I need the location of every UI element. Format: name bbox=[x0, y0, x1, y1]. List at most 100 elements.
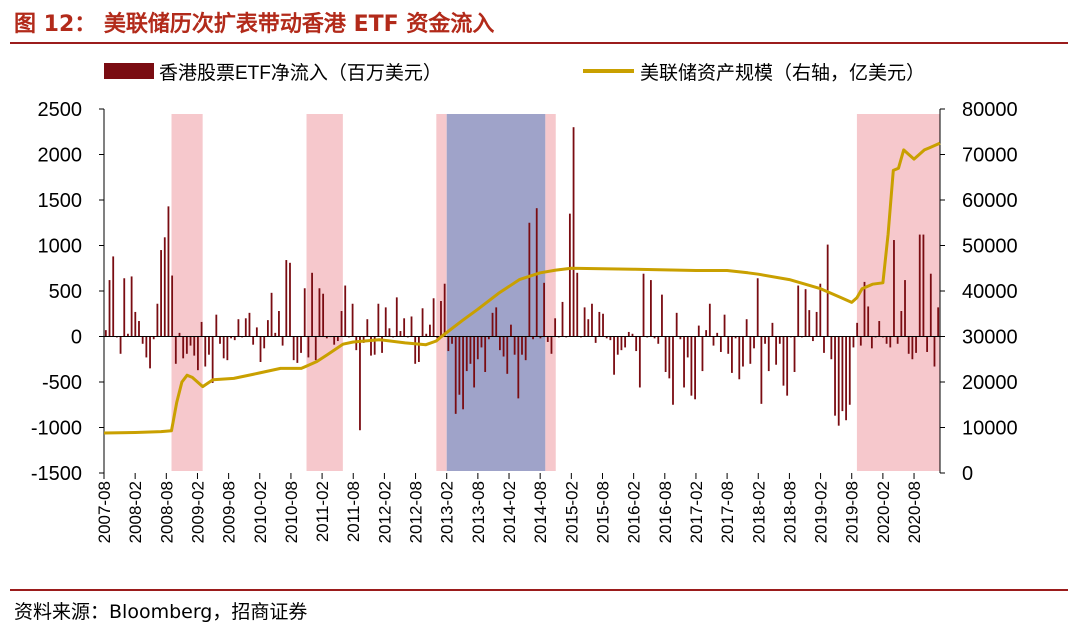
flow-bar bbox=[808, 310, 811, 337]
flow-bar bbox=[749, 336, 752, 364]
flow-bar bbox=[819, 283, 822, 337]
flow-bar bbox=[491, 312, 494, 337]
right-tick-label: 60000 bbox=[962, 190, 1018, 212]
x-tick-label: 2013-08 bbox=[469, 481, 488, 543]
right-tick-label: 40000 bbox=[962, 281, 1018, 303]
flow-bar bbox=[756, 278, 759, 337]
x-tick-label: 2020-02 bbox=[874, 481, 893, 543]
flow-bar bbox=[138, 321, 140, 337]
flow-bar bbox=[123, 278, 126, 337]
flow-bar bbox=[893, 240, 895, 337]
legend-label-bar: 香港股票ETF净流入（百万美元） bbox=[159, 62, 442, 84]
flow-bar bbox=[112, 256, 115, 337]
flow-bar bbox=[259, 336, 262, 362]
flow-bar bbox=[399, 331, 402, 337]
flow-bar bbox=[200, 321, 203, 337]
flow-bar bbox=[929, 273, 932, 337]
flow-bar bbox=[513, 336, 516, 355]
flow-bar bbox=[344, 285, 347, 337]
x-tick-label: 2008-02 bbox=[126, 481, 145, 543]
flow-bar bbox=[837, 336, 840, 426]
flow-bar bbox=[443, 283, 446, 337]
flow-bar bbox=[550, 336, 553, 354]
right-tick-label: 0 bbox=[962, 463, 973, 485]
flow-bar bbox=[208, 336, 210, 355]
x-tick-label: 2019-02 bbox=[812, 481, 831, 543]
flow-bar bbox=[300, 336, 302, 353]
flow-bar bbox=[373, 336, 376, 355]
flow-bar bbox=[454, 336, 457, 414]
flow-bar bbox=[473, 336, 476, 388]
flow-bar bbox=[638, 336, 641, 388]
flow-bar bbox=[307, 336, 310, 358]
flow-bar bbox=[285, 260, 288, 337]
legend: 香港股票ETF净流入（百万美元） 美联储资产规模（右轴，亿美元） bbox=[104, 62, 925, 84]
flow-bar bbox=[683, 336, 685, 388]
flow-bar bbox=[937, 307, 940, 337]
flow-bar bbox=[278, 311, 280, 337]
flow-bar bbox=[189, 336, 192, 346]
shaded-band-6 bbox=[856, 114, 940, 471]
x-tick-label: 2014-02 bbox=[500, 481, 519, 543]
flow-bar bbox=[870, 336, 873, 349]
x-tick-label: 2017-08 bbox=[718, 481, 737, 543]
flow-bar bbox=[469, 336, 472, 364]
flow-bar bbox=[635, 336, 638, 352]
flow-bar bbox=[252, 336, 255, 345]
flow-bar bbox=[760, 336, 763, 404]
flow-bar bbox=[370, 336, 372, 356]
x-tick-label: 2015-08 bbox=[593, 481, 612, 543]
source-note: 资料来源：Bloomberg，招商证券 bbox=[14, 601, 308, 623]
right-tick-label: 30000 bbox=[962, 327, 1018, 349]
figure-title: 图 12： 美联储历次扩表带动香港 ETF 资金流入 bbox=[14, 12, 495, 37]
flow-bar bbox=[793, 336, 796, 372]
flow-bar bbox=[830, 336, 833, 360]
flow-bar bbox=[333, 336, 336, 345]
flow-bar bbox=[355, 336, 358, 351]
flow-bar bbox=[417, 336, 420, 362]
flow-bar bbox=[926, 336, 929, 352]
flow-bar bbox=[602, 313, 604, 337]
flow-bar bbox=[134, 311, 137, 337]
x-tick-label: 2016-02 bbox=[625, 481, 644, 543]
flow-bar bbox=[237, 319, 240, 337]
flow-bar bbox=[598, 311, 601, 337]
flow-bar bbox=[918, 234, 921, 337]
flow-bar bbox=[484, 336, 487, 372]
left-tick-label: 0 bbox=[71, 327, 82, 349]
flow-bar bbox=[627, 331, 630, 337]
flow-bar bbox=[274, 332, 277, 337]
x-tick-label: 2013-02 bbox=[438, 481, 457, 543]
flow-bar bbox=[852, 336, 855, 348]
flow-bar bbox=[410, 316, 413, 337]
flow-bar bbox=[432, 298, 435, 337]
flow-bar bbox=[609, 336, 612, 341]
line-layer bbox=[103, 141, 941, 435]
flow-bar bbox=[675, 312, 678, 337]
flow-bar bbox=[554, 318, 557, 337]
flow-bar bbox=[900, 311, 903, 337]
flow-bar bbox=[767, 336, 770, 372]
x-tick-label: 2015-02 bbox=[562, 481, 581, 543]
flow-bar bbox=[738, 336, 741, 380]
flow-bar bbox=[572, 127, 575, 337]
title-rule bbox=[10, 42, 1068, 44]
flow-bar bbox=[679, 336, 682, 340]
flow-bar bbox=[108, 280, 111, 337]
right-tick-label: 80000 bbox=[962, 99, 1018, 121]
flow-bar bbox=[510, 324, 512, 337]
flow-bar bbox=[753, 336, 755, 349]
flow-bar bbox=[734, 336, 737, 339]
shaded-band-3 bbox=[436, 114, 447, 471]
flow-bar bbox=[786, 336, 789, 396]
flow-bar bbox=[244, 318, 247, 337]
flow-bar bbox=[631, 333, 634, 337]
x-tick-label: 2010-08 bbox=[282, 481, 301, 543]
flow-bar bbox=[167, 206, 170, 337]
flow-bar bbox=[742, 336, 744, 367]
flow-bar bbox=[697, 325, 700, 337]
flow-bar bbox=[528, 222, 531, 337]
left-tick-label: -500 bbox=[42, 372, 82, 394]
flow-bar bbox=[174, 336, 177, 364]
flow-bar bbox=[546, 336, 549, 342]
